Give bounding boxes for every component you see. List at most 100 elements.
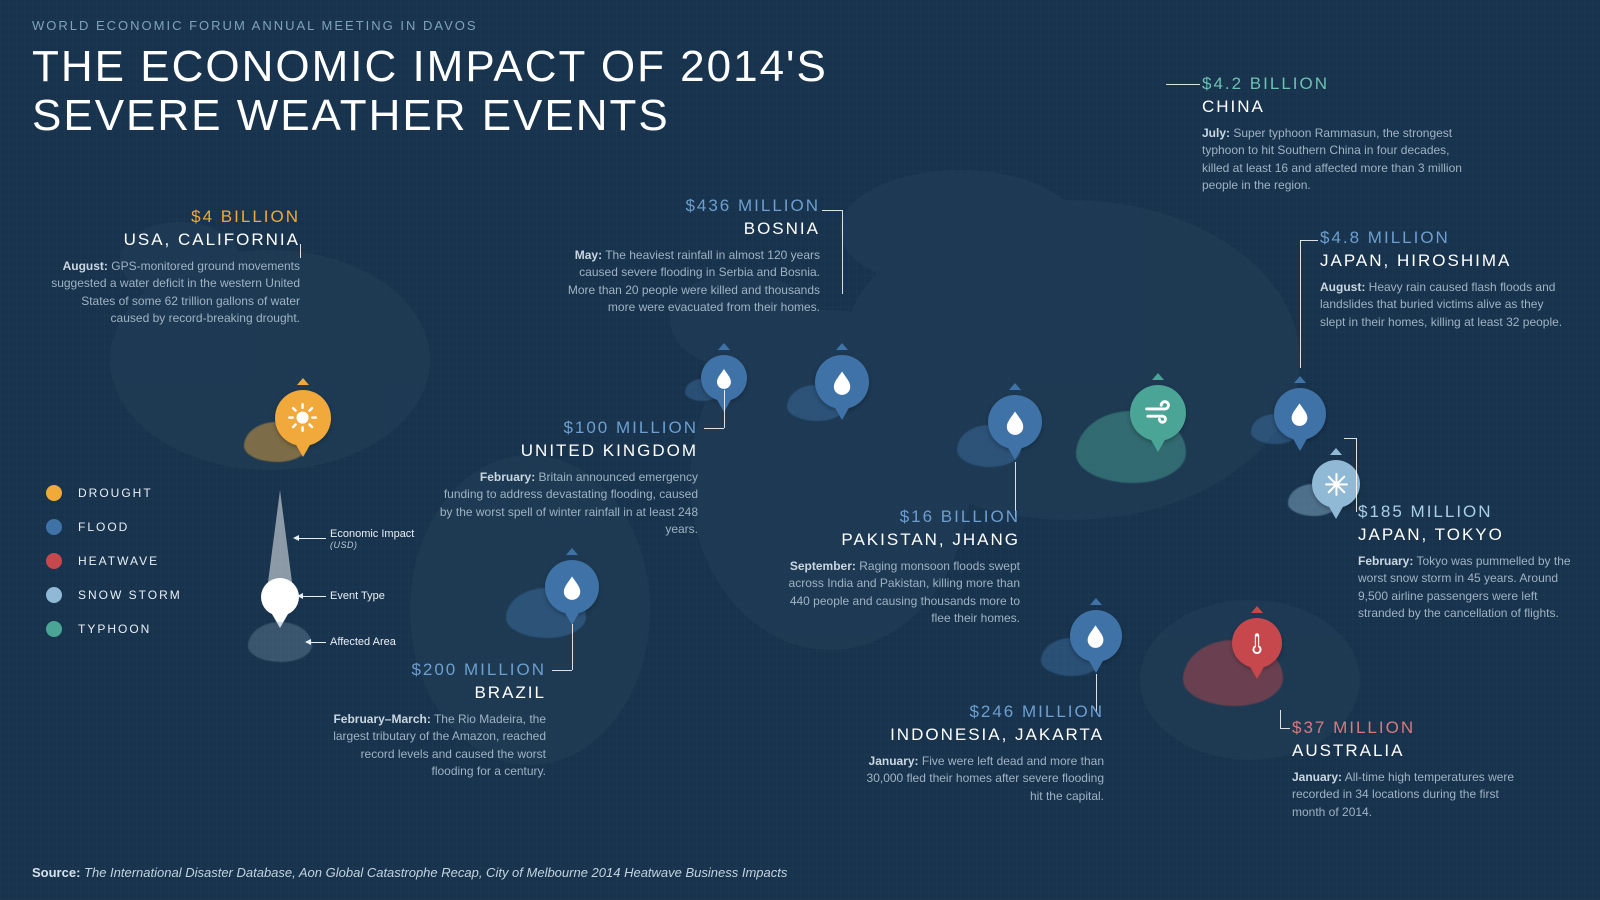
- event-amount: $4.8 MILLION: [1320, 228, 1570, 248]
- legend-row-typhoon: TYPHOON: [46, 621, 182, 637]
- leader-line: [842, 210, 843, 294]
- title-line-2: SEVERE WEATHER EVENTS: [32, 91, 670, 140]
- title-line-1: THE ECONOMIC IMPACT OF 2014'S: [32, 42, 828, 91]
- event-amount: $4.2 BILLION: [1202, 74, 1472, 94]
- legend-key-arrow-type: [302, 596, 326, 597]
- flood-icon: [545, 560, 599, 614]
- chevron-up-icon: [1152, 373, 1164, 380]
- chevron-up-icon: [1090, 598, 1102, 605]
- event-desc: January: All-time high temperatures were…: [1292, 769, 1522, 821]
- event-desc: January: Five were left dead and more th…: [858, 753, 1104, 805]
- pin-tail: [1150, 438, 1166, 452]
- flood-icon: [1274, 388, 1326, 440]
- legend-label: FLOOD: [78, 520, 129, 534]
- chevron-up-icon: [836, 343, 848, 350]
- pin-tail: [564, 611, 580, 625]
- event-place: PAKISTAN, JHANG: [770, 530, 1020, 550]
- pin-tail: [1088, 659, 1104, 673]
- event-place: AUSTRALIA: [1292, 741, 1522, 761]
- legend-label: TYPHOON: [78, 622, 151, 636]
- event-desc: February: Tokyo was pummelled by the wor…: [1358, 553, 1578, 623]
- event-desc: February–March: The Rio Madeira, the lar…: [316, 711, 546, 781]
- legend-key-label-impact: Economic Impact(USD): [330, 528, 414, 550]
- legend-row-heatwave: HEATWAVE: [46, 553, 182, 569]
- leader-line: [822, 210, 842, 211]
- kicker: WORLD ECONOMIC FORUM ANNUAL MEETING IN D…: [32, 18, 478, 33]
- leader-line: [552, 670, 572, 671]
- pin-tail: [1292, 437, 1308, 451]
- event-text-indonesia: $246 MILLION INDONESIA, JAKARTA January: F…: [858, 702, 1104, 805]
- event-text-uk: $100 MILLIONUNITED KINGDOMFebruary: Brit…: [438, 418, 698, 539]
- event-japan_tokyo: [1312, 0, 1313, 1]
- event-place: JAPAN, HIROSHIMA: [1320, 251, 1570, 271]
- pin-tail: [1328, 505, 1344, 519]
- legend-key-arrow-area: [310, 642, 326, 643]
- event-amount: $185 MILLION: [1358, 502, 1578, 522]
- legend-swatch: [46, 485, 62, 501]
- typhoon-icon: [1130, 385, 1186, 441]
- pin-tail: [834, 406, 850, 420]
- pin-tail: [1007, 446, 1023, 460]
- pin-tail: [295, 443, 311, 457]
- event-bosnia: [815, 0, 816, 1]
- event-pakistan: [988, 0, 989, 1]
- chevron-up-icon: [1251, 606, 1263, 613]
- source-line: Source: The International Disaster Datab…: [32, 865, 787, 880]
- leader-line: [1344, 438, 1356, 439]
- event-place: BRAZIL: [316, 683, 546, 703]
- event-text-china: $4.2 BILLION CHINA July: Super typhoon Ram…: [1202, 74, 1472, 195]
- flood-icon: [988, 395, 1042, 449]
- event-text-brazil: $200 MILLION BRAZIL February–March: The Ri…: [316, 660, 546, 781]
- event-amount: $4 BILLION: [50, 207, 300, 227]
- leader-line: [1300, 240, 1301, 368]
- event-place: INDONESIA, JAKARTA: [858, 725, 1104, 745]
- chevron-up-icon: [1294, 376, 1306, 383]
- event-desc: July: Super typhoon Rammasun, the strong…: [1202, 125, 1472, 195]
- leader-line: [704, 428, 724, 429]
- pin-tail: [1249, 665, 1265, 679]
- legend-key-pin: [261, 578, 299, 616]
- leader-line: [1280, 710, 1281, 728]
- event-text-bosnia: $436 MILLION BOSNIA May: The heaviest rain…: [520, 196, 820, 317]
- event-usa: [275, 0, 276, 1]
- event-desc: August: GPS-monitored ground movements s…: [50, 258, 300, 328]
- event-amount: $436 MILLION: [520, 196, 820, 216]
- event-text-australia: $37 MILLIONAUSTRALIAJanuary: All-time hi…: [1292, 718, 1522, 821]
- leader-line: [1300, 240, 1318, 241]
- chevron-up-icon: [718, 343, 730, 350]
- legend-swatch: [46, 519, 62, 535]
- event-place: JAPAN, TOKYO: [1358, 525, 1578, 545]
- source-label: Source:: [32, 865, 80, 880]
- legend-key-label-area: Affected Area: [330, 636, 396, 648]
- event-place: CHINA: [1202, 97, 1472, 117]
- event-amount: $200 MILLION: [316, 660, 546, 680]
- chevron-up-icon: [1009, 383, 1021, 390]
- event-brazil: [545, 0, 546, 1]
- event-desc: February: Britain announced emergency fu…: [438, 469, 698, 539]
- event-desc: September: Raging monsoon floods swept a…: [770, 558, 1020, 628]
- legend-key-diagram: Economic Impact(USD) Event Type Affected…: [200, 500, 360, 680]
- event-china: [1130, 0, 1131, 1]
- legend-key-cone: [267, 490, 293, 590]
- flood-icon: [815, 355, 869, 409]
- legend-swatch: [46, 621, 62, 637]
- event-amount: $100 MILLION: [438, 418, 698, 438]
- leader-line: [572, 624, 573, 670]
- chevron-up-icon: [566, 548, 578, 555]
- infographic-stage: WORLD ECONOMIC FORUM ANNUAL MEETING IN D…: [0, 0, 1600, 900]
- event-amount: $246 MILLION: [858, 702, 1104, 722]
- legend-key-label-type: Event Type: [330, 590, 385, 602]
- drought-icon: [275, 390, 331, 446]
- legend-row-flood: FLOOD: [46, 519, 182, 535]
- event-place: BOSNIA: [520, 219, 820, 239]
- leader-line: [1356, 438, 1357, 512]
- event-text-japan_tokyo: $185 MILLION JAPAN, TOKYO February: Tokyo …: [1358, 502, 1578, 623]
- event-text-pakistan: $16 BILLIONPAKISTAN, JHANGSeptember: Rag…: [770, 507, 1020, 628]
- event-australia: [1232, 0, 1233, 1]
- event-desc: May: The heaviest rainfall in almost 120…: [550, 247, 820, 317]
- legend-row-snow-storm: SNOW STORM: [46, 587, 182, 603]
- legend-row-drought: DROUGHT: [46, 485, 182, 501]
- legend-swatch: [46, 553, 62, 569]
- source-text: The International Disaster Database, Aon…: [84, 865, 787, 880]
- legend-key-blob: [248, 622, 312, 662]
